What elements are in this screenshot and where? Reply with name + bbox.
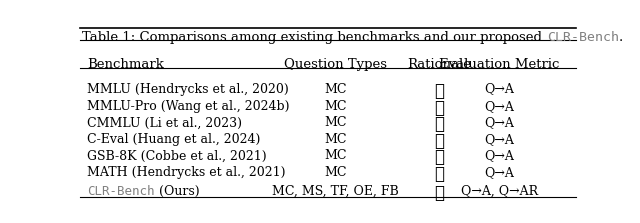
Text: CMMLU (Li et al., 2023): CMMLU (Li et al., 2023) <box>88 116 243 129</box>
Text: MC: MC <box>324 83 347 96</box>
Text: ✗: ✗ <box>435 166 445 183</box>
Text: ✗: ✗ <box>435 83 445 99</box>
Text: Q→A: Q→A <box>484 83 514 96</box>
Text: Q→A: Q→A <box>484 166 514 179</box>
Text: Q→A: Q→A <box>484 100 514 113</box>
Text: Benchmark: Benchmark <box>88 58 164 71</box>
Text: C-Eval (Huang et al., 2024): C-Eval (Huang et al., 2024) <box>88 133 261 146</box>
Text: Q→A: Q→A <box>484 116 514 129</box>
Text: Q→A: Q→A <box>484 133 514 146</box>
Text: Evaluation Metric: Evaluation Metric <box>439 58 559 71</box>
Text: ✗: ✗ <box>435 100 445 117</box>
Text: MC: MC <box>324 133 347 146</box>
Text: (Ours): (Ours) <box>155 185 200 198</box>
Text: MC: MC <box>324 149 347 162</box>
Text: MMLU-Pro (Wang et al., 2024b): MMLU-Pro (Wang et al., 2024b) <box>88 100 290 113</box>
Text: Rationale: Rationale <box>408 58 472 71</box>
Text: Q→A, Q→AR: Q→A, Q→AR <box>461 185 538 198</box>
Text: MC: MC <box>324 166 347 179</box>
Text: Table 1: Comparisons among existing benchmarks and our proposed: Table 1: Comparisons among existing benc… <box>83 31 547 44</box>
Text: CLR-Bench: CLR-Bench <box>88 185 155 198</box>
Text: ✗: ✗ <box>435 149 445 166</box>
Text: MATH (Hendrycks et al., 2021): MATH (Hendrycks et al., 2021) <box>88 166 286 179</box>
Text: ✓: ✓ <box>435 185 445 202</box>
Text: CLR-Bench: CLR-Bench <box>547 31 619 44</box>
Text: Q→A: Q→A <box>484 149 514 162</box>
Text: MC: MC <box>324 116 347 129</box>
Text: GSB-8K (Cobbe et al., 2021): GSB-8K (Cobbe et al., 2021) <box>88 149 267 162</box>
Text: Question Types: Question Types <box>284 58 387 71</box>
Text: ✗: ✗ <box>435 133 445 150</box>
Text: .: . <box>619 31 623 44</box>
Text: MC, MS, TF, OE, FB: MC, MS, TF, OE, FB <box>272 185 399 198</box>
Text: ✗: ✗ <box>435 116 445 133</box>
Text: MMLU (Hendrycks et al., 2020): MMLU (Hendrycks et al., 2020) <box>88 83 289 96</box>
Text: MC: MC <box>324 100 347 113</box>
